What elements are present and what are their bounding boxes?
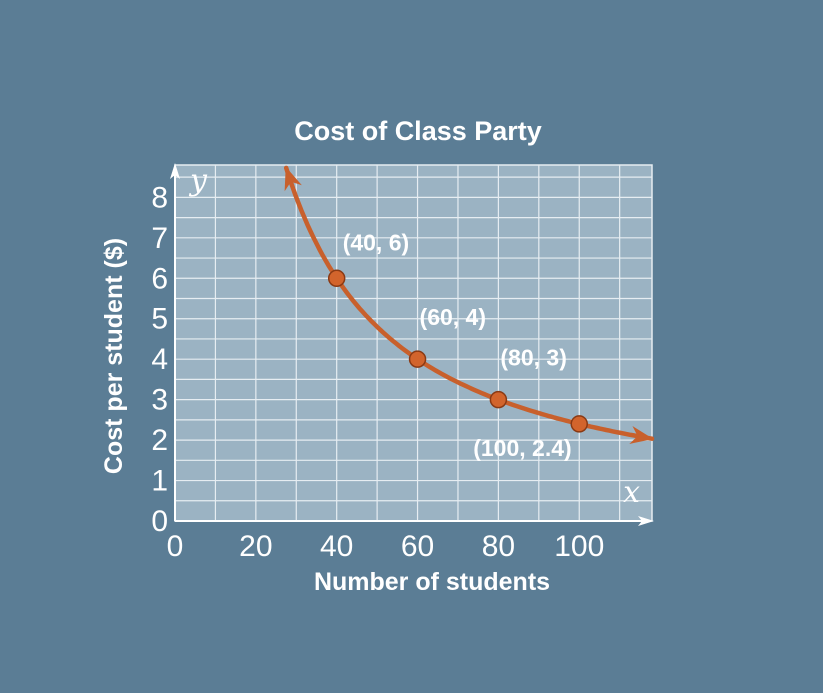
data-point-label: (40, 6) [343,229,409,255]
axes [170,163,654,526]
y-axis-title: Cost per student ($) [100,238,128,474]
curve-line [283,165,655,441]
x-tick-label: 60 [401,530,434,563]
curve-arrow-end [629,425,654,444]
data-points: (40, 6) (60, 4) (80, 3) (100, 2.4) [327,229,588,461]
chart-title: Cost of Class Party [294,116,542,146]
y-tick-label: 3 [151,384,168,417]
x-tick-label: 100 [554,530,604,563]
data-point [408,350,427,368]
series-curve [283,165,655,444]
data-point [570,415,588,433]
y-tick-label: 2 [151,424,168,457]
x-tick-label: 20 [239,530,272,563]
curve-arrow-start [284,166,302,192]
y-tick-label: 0 [151,505,168,538]
data-point-label: (80, 3) [500,345,566,371]
y-tick-label: 6 [151,262,168,295]
plot-area [175,165,652,521]
x-axis-variable: x [623,475,640,510]
x-tick-label: 80 [482,530,515,563]
data-point-label: (60, 4) [420,304,486,330]
y-axis-variable: y [188,163,208,198]
data-point [327,269,346,288]
x-ticks: 0 20 40 60 80 100 [167,530,605,563]
data-point [489,390,508,409]
data-point-label: (100, 2.4) [473,435,571,461]
grid [174,164,653,522]
x-axis-title: Number of students [314,568,550,596]
y-tick-label: 8 [151,181,168,214]
y-tick-label: 5 [151,303,168,336]
x-axis-arrow [638,516,654,526]
y-ticks: 0 1 2 3 4 5 6 7 8 [151,181,168,538]
y-tick-label: 4 [151,343,168,376]
y-tick-label: 1 [151,465,168,498]
x-tick-label: 0 [167,530,184,563]
x-tick-label: 40 [320,530,353,563]
y-axis-arrow [170,163,180,179]
y-tick-label: 7 [151,222,168,255]
